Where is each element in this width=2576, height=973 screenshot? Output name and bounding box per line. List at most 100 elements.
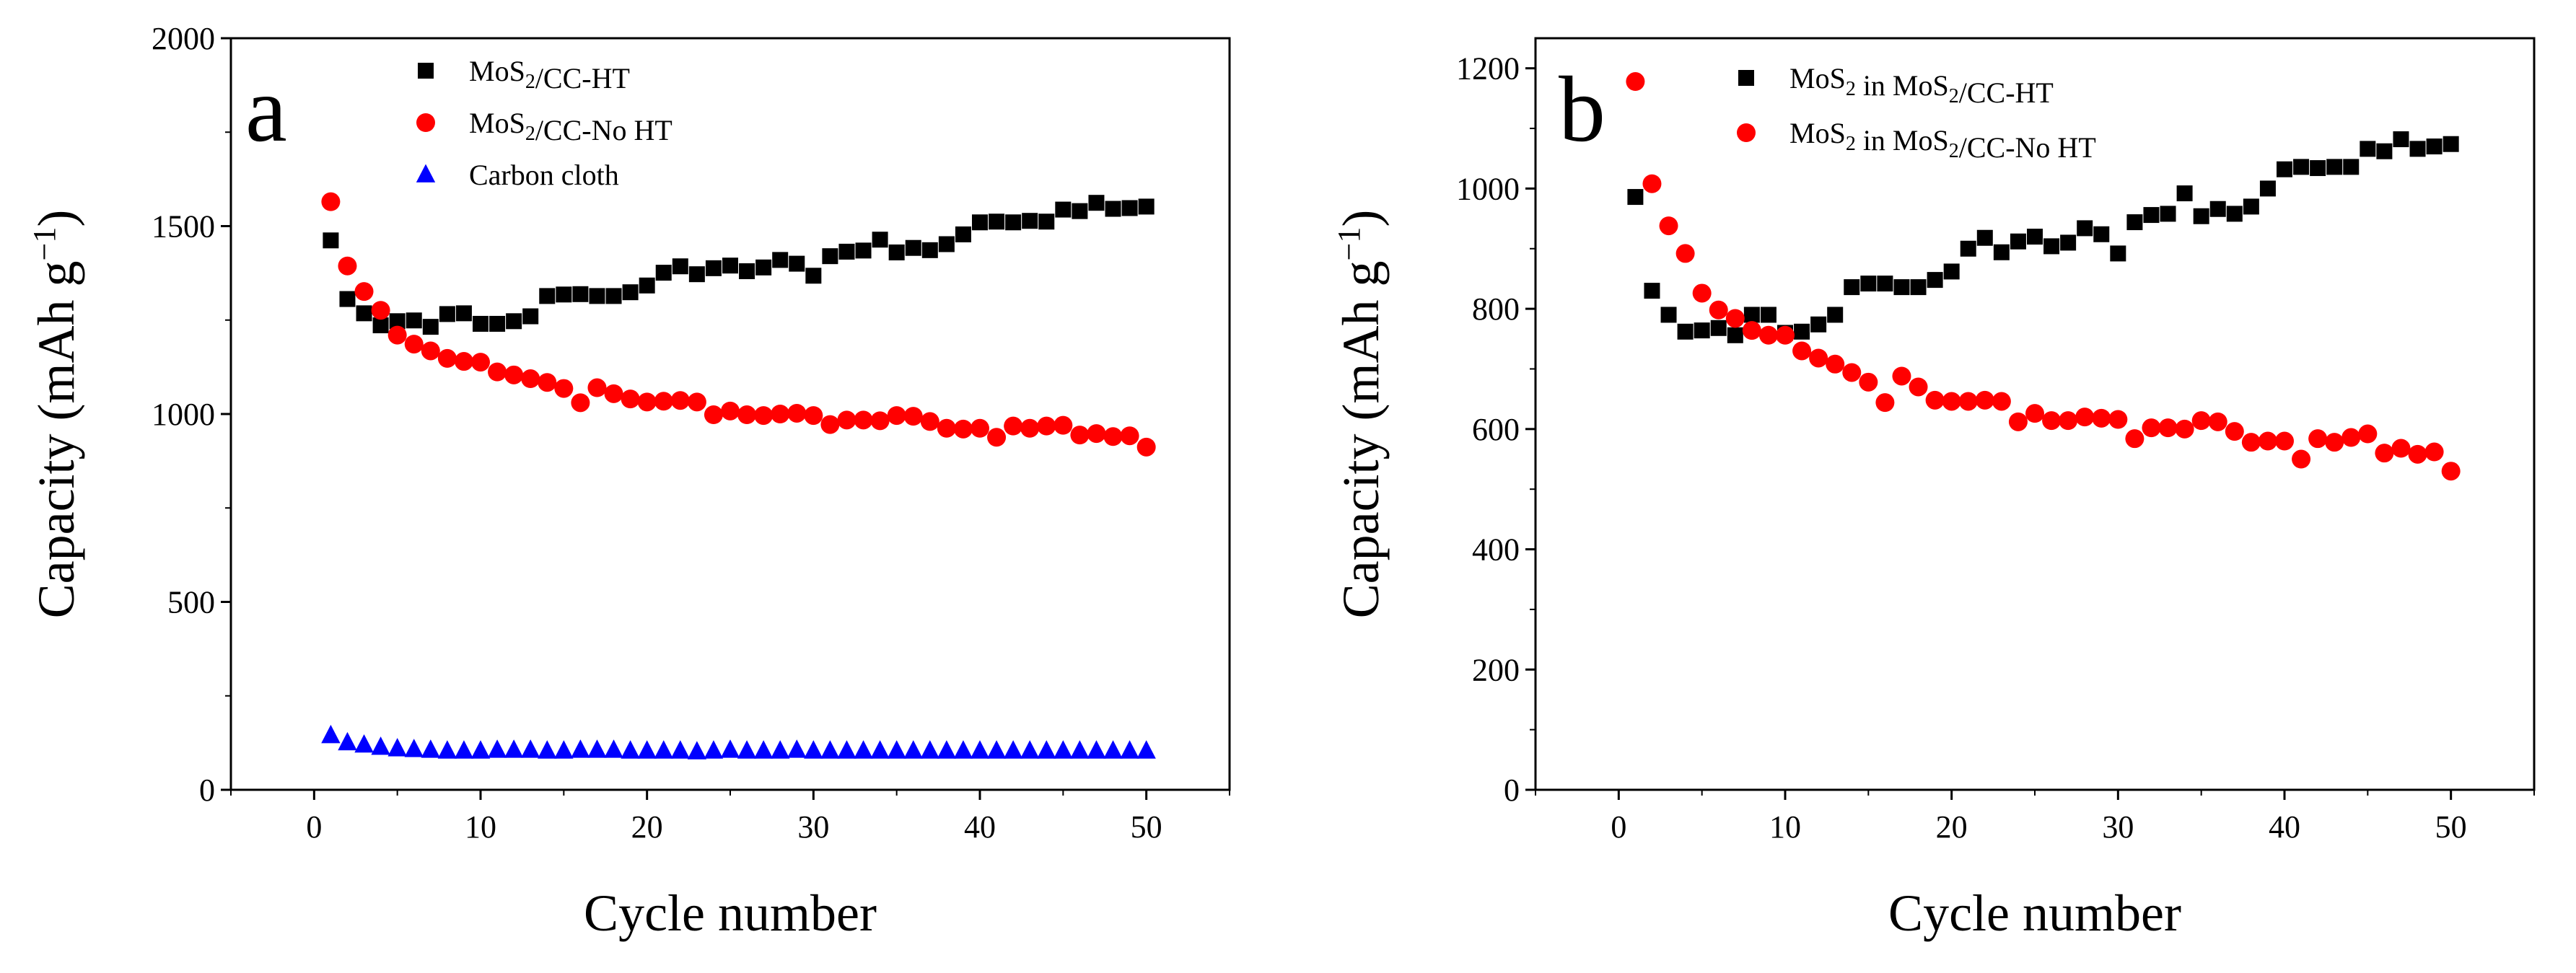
data-point <box>470 740 491 759</box>
data-point <box>2010 233 2026 250</box>
panel-a-y-axis-title-main: Capacity (mAh g <box>27 260 85 618</box>
data-point <box>1892 366 1911 386</box>
data-point <box>2158 418 2178 438</box>
data-point <box>2408 444 2427 464</box>
panel-a-x-axis: 0 10 20 30 40 50 <box>230 790 1230 845</box>
data-point <box>1103 427 1123 446</box>
data-point <box>887 740 906 759</box>
data-point <box>621 389 640 409</box>
data-point <box>572 286 589 302</box>
data-point <box>1909 377 1928 397</box>
legend-marker <box>418 63 434 79</box>
data-point <box>1120 426 1139 446</box>
data-point <box>672 258 688 275</box>
data-point <box>971 418 989 438</box>
data-point <box>422 319 439 335</box>
legend-text-part: /CC-No HT <box>535 114 673 146</box>
data-point <box>1120 740 1139 759</box>
data-point <box>621 740 640 759</box>
data-point <box>554 740 574 759</box>
data-point <box>504 739 524 758</box>
data-point <box>1943 263 1960 280</box>
data-point <box>1893 279 1910 296</box>
x-tick-label: 40 <box>964 809 996 845</box>
data-point <box>587 739 607 758</box>
data-point <box>2426 138 2443 155</box>
data-point <box>1037 416 1056 436</box>
data-point <box>637 392 657 412</box>
data-point <box>1121 200 1138 216</box>
data-point <box>2341 428 2361 447</box>
data-point <box>2027 229 2043 245</box>
panel-a-data-marks <box>321 192 1156 760</box>
data-point <box>955 226 971 242</box>
data-point <box>2142 418 2161 438</box>
data-point <box>870 740 890 759</box>
data-point <box>953 740 973 759</box>
data-point <box>1020 740 1040 759</box>
data-point <box>1088 195 1105 211</box>
data-point <box>2391 439 2411 458</box>
data-point <box>722 257 738 274</box>
data-point <box>2042 411 2062 431</box>
panel-a-label: a <box>245 58 287 162</box>
data-point <box>905 239 921 256</box>
data-point <box>854 410 873 430</box>
data-point <box>321 192 341 211</box>
x-tick-label: 10 <box>465 809 496 845</box>
data-point <box>2075 408 2095 427</box>
data-point <box>421 341 440 361</box>
series-square-0 <box>1627 131 2459 343</box>
data-point <box>1725 309 1745 328</box>
data-point <box>488 362 507 382</box>
legend-text-part: MoS <box>1789 117 1846 149</box>
data-point <box>622 284 639 301</box>
series-circle-1 <box>1626 72 2461 481</box>
data-point <box>1660 307 1677 323</box>
data-point <box>2108 410 2128 429</box>
data-point <box>888 244 905 260</box>
y-tick-label: 1500 <box>152 209 215 245</box>
data-point <box>1626 72 1645 92</box>
data-point <box>787 739 807 758</box>
data-point <box>521 369 540 389</box>
data-point <box>2225 422 2244 441</box>
data-point <box>404 335 424 354</box>
data-point <box>1743 307 1760 323</box>
data-point <box>1910 279 1927 296</box>
data-point <box>1710 320 1727 336</box>
x-tick-label: 10 <box>1769 809 1801 845</box>
data-point <box>372 317 389 334</box>
data-point <box>2375 444 2394 463</box>
data-point <box>838 243 855 260</box>
legend-text-part: in MoS <box>1856 124 1949 157</box>
data-point <box>921 242 938 258</box>
data-point <box>605 288 622 304</box>
data-point <box>822 248 838 265</box>
legend-marker <box>1738 70 1754 86</box>
data-point <box>2059 411 2078 431</box>
y-tick-label: 1200 <box>1456 51 1520 87</box>
data-point <box>2176 185 2193 202</box>
data-point <box>989 213 1005 230</box>
data-point <box>2008 412 2028 431</box>
data-point <box>938 236 955 252</box>
data-point <box>2376 143 2393 159</box>
x-tick-label: 30 <box>2102 809 2134 845</box>
legend-subscript: 2 <box>1949 85 1959 107</box>
data-point <box>1675 244 1695 263</box>
data-point <box>2208 412 2227 431</box>
data-point <box>720 739 740 758</box>
data-point <box>2326 159 2343 175</box>
data-point <box>455 305 472 322</box>
data-point <box>1844 279 1860 296</box>
data-point <box>2143 207 2160 224</box>
data-point <box>820 740 840 759</box>
data-point <box>1810 316 1827 333</box>
data-point <box>556 286 572 303</box>
data-point <box>1794 323 1810 340</box>
data-point <box>2077 220 2093 237</box>
data-point <box>387 738 407 757</box>
legend-marker <box>1737 123 1756 142</box>
